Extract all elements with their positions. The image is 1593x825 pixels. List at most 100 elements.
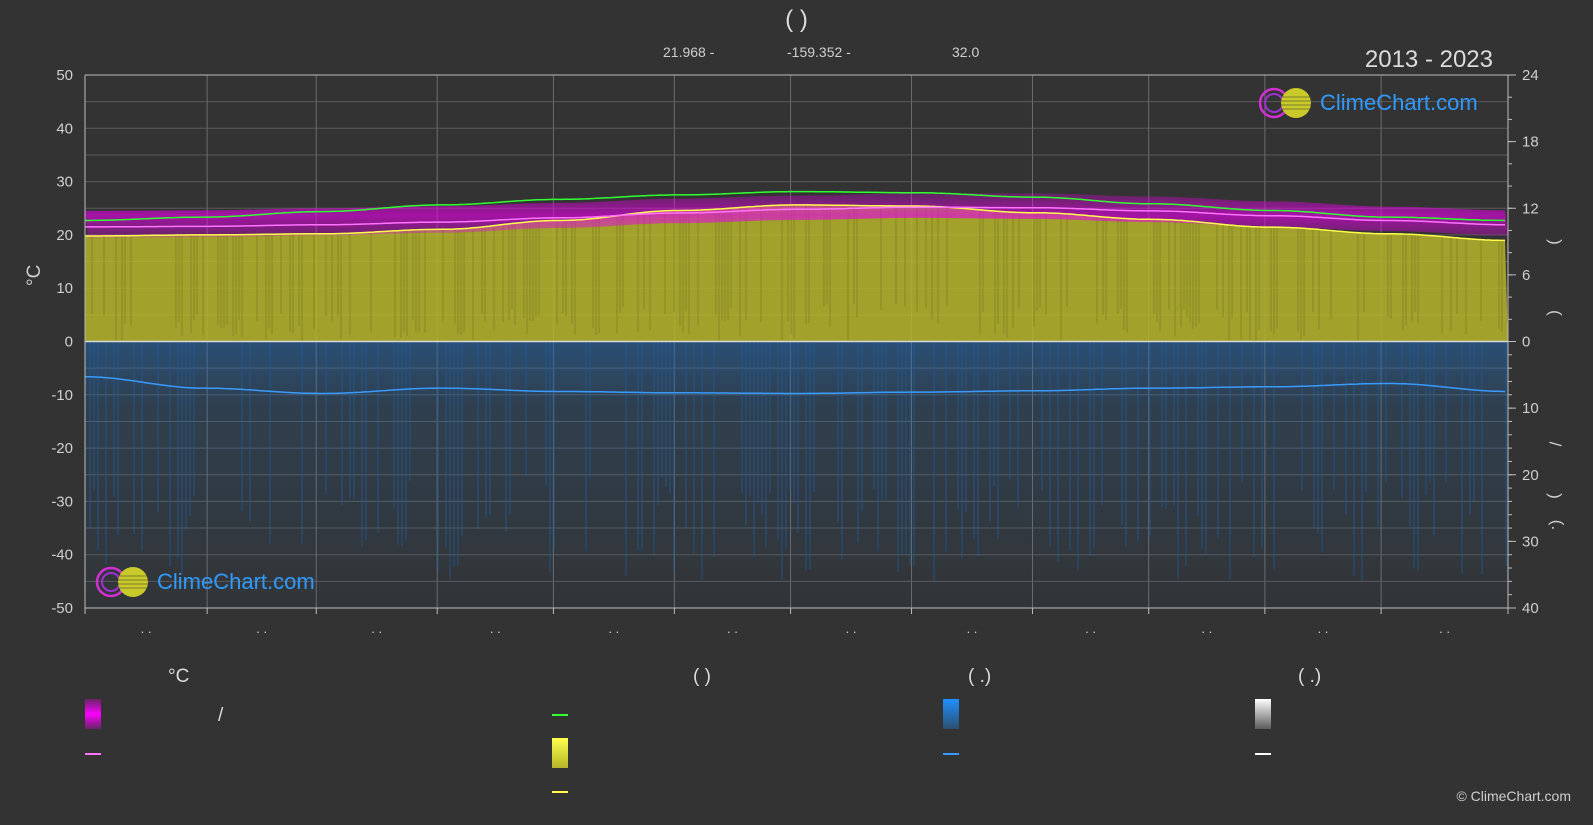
sunshine-daily-bar (121, 235, 123, 341)
precipitation-daily-bar (185, 341, 187, 530)
sunshine-daily-bar (418, 229, 420, 332)
sunshine-daily-bar (1249, 226, 1251, 340)
sunshine-daily-bar (1480, 239, 1482, 321)
legend-temp-range-swatch (85, 699, 101, 729)
sunshine-daily-bar (193, 234, 195, 321)
sunshine-daily-bar (880, 205, 882, 310)
month-tick-label: . . (141, 621, 152, 636)
month-tick-label: . . (1085, 621, 1096, 636)
sunshine-daily-bar (91, 236, 93, 314)
precipitation-daily-bar (785, 341, 787, 549)
elevation-value: 32.0 (952, 44, 980, 60)
precipitation-daily-bar (489, 341, 491, 515)
precipitation-daily-bar (685, 341, 687, 528)
sunshine-daily-bar (925, 206, 927, 308)
sunshine-daily-bar (1387, 233, 1389, 318)
precipitation-daily-bar (1425, 341, 1427, 496)
month-tick-label: . . (608, 621, 619, 636)
precipitation-daily-bar (749, 341, 751, 497)
sunshine-daily-bar (1039, 212, 1041, 308)
precipitation-daily-bar (761, 341, 763, 516)
precipitation-daily-bar (861, 341, 863, 512)
precipitation-daily-bar (169, 341, 171, 567)
sunshine-daily-bar (1312, 228, 1314, 312)
legend-swatches (85, 699, 1271, 793)
legend-snow-swatch (1255, 699, 1271, 729)
sunshine-daily-bar (349, 233, 351, 336)
sunshine-daily-bar (1357, 232, 1359, 341)
precipitation-daily-bar (813, 341, 815, 492)
sunshine-daily-bar (1240, 225, 1242, 340)
sunshine-daily-bar (232, 234, 234, 337)
precipitation-daily-bar (757, 341, 759, 503)
right-tick-label: 40 (1522, 600, 1539, 617)
precipitation-daily-bar (1197, 341, 1199, 517)
precipitation-daily-bar (1201, 341, 1203, 550)
sunshine-daily-bar (1117, 218, 1119, 314)
precipitation-daily-bar (793, 341, 795, 504)
sunshine-daily-bar (217, 234, 219, 325)
sunshine-daily-bar (124, 235, 126, 325)
precipitation-daily-bar (113, 341, 115, 498)
precipitation-daily-bar (1057, 341, 1059, 563)
sunshine-daily-bar (1390, 233, 1392, 320)
month-tick-label: . . (1318, 621, 1329, 636)
precipitation-daily-bar (641, 341, 643, 551)
precipitation-daily-bar (1473, 341, 1475, 502)
sunshine-daily-bar (829, 205, 831, 328)
precipitation-area (85, 341, 1508, 608)
sunshine-daily-bar (592, 218, 594, 328)
precipitation-daily-bar (401, 341, 403, 547)
precipitation-daily-bar (365, 341, 367, 541)
sunshine-daily-bar (916, 206, 918, 312)
sunshine-daily-bar (997, 211, 999, 324)
sunshine-daily-bar (946, 207, 948, 307)
precipitation-daily-bar (505, 341, 507, 532)
precipitation-daily-bar (461, 341, 463, 536)
sunshine-daily-bar (598, 218, 600, 334)
precipitation-daily-bar (1089, 341, 1091, 556)
precipitation-daily-bar (1333, 341, 1335, 490)
sunshine-daily-bar (808, 204, 810, 323)
daylight-line (85, 190, 1506, 222)
sunshine-daily-bar (1123, 218, 1125, 331)
sunshine-area (85, 204, 1508, 342)
sunshine-daily-bar (325, 233, 327, 317)
chart-title: ( ) (785, 6, 808, 33)
precipitation-daily-bar (1121, 341, 1123, 526)
sunshine-daily-bar (1330, 230, 1332, 320)
precipitation-daily-bar (377, 341, 379, 533)
left-tick-label: -10 (51, 387, 73, 404)
sunshine-daily-bar (337, 233, 339, 316)
precipitation-daily-bar (1093, 341, 1095, 549)
sunshine-daily-bar (616, 215, 618, 334)
precipitation-daily-bar (1217, 341, 1219, 538)
sunshine-daily-bar (1120, 218, 1122, 309)
sunshine-daily-bar (679, 210, 681, 327)
sunshine-daily-bar (1303, 228, 1305, 337)
sunshine-daily-bar (1405, 234, 1407, 326)
precipitation-daily-bar (945, 341, 947, 552)
precipitation-daily-bar (1313, 341, 1315, 528)
precipitation-daily-bar (961, 341, 963, 559)
precipitation-daily-bar (753, 341, 755, 558)
precipitation-daily-bar (885, 341, 887, 501)
sunshine-daily-bar (196, 234, 198, 315)
precipitation-daily-bar (977, 341, 979, 557)
precipitation-daily-bar (409, 341, 411, 481)
logo-top-right[interactable]: ClimeChart.com (1258, 86, 1478, 120)
precipitation-daily-bar (405, 341, 407, 541)
sunshine-daily-bar (271, 234, 273, 335)
sunshine-daily-bar (1096, 216, 1098, 325)
precipitation-daily-bar (665, 341, 667, 487)
sunshine-daily-bar (223, 234, 225, 329)
logo-bottom-left[interactable]: ClimeChart.com (95, 565, 315, 599)
precipitation-daily-bar (393, 341, 395, 508)
precipitation-daily-bar (589, 341, 591, 478)
precipitation-daily-bar (1481, 341, 1483, 575)
sunshine-daily-bar (745, 207, 747, 321)
precipitation-daily-bar (1401, 341, 1403, 498)
right-tick-label: 10 (1522, 400, 1539, 417)
sunshine-daily-bar (904, 206, 906, 307)
sunshine-daily-bar (1297, 227, 1299, 332)
